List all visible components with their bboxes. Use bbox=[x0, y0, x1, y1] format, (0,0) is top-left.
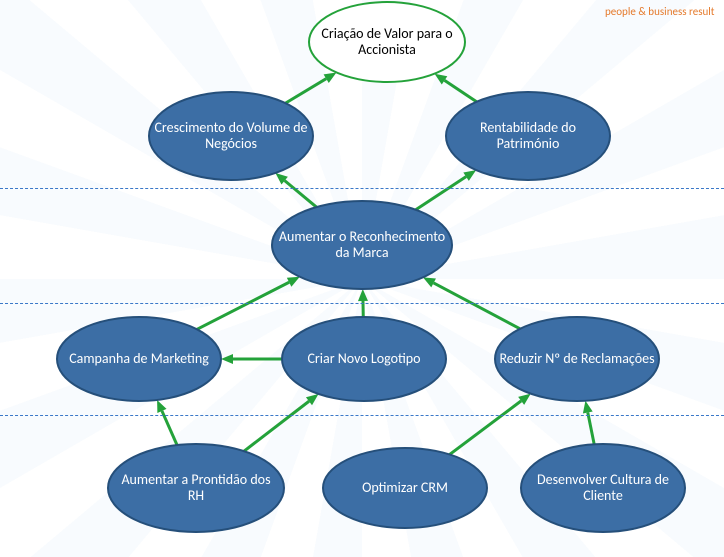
tagline-text: people & business result bbox=[605, 5, 715, 18]
node-label: Reduzir Nº de Reclamações bbox=[495, 349, 658, 369]
node-label: Criar Novo Logotipo bbox=[303, 349, 424, 369]
node-crm: Optimizar CRM bbox=[323, 448, 487, 528]
node-label: Desenvolver Cultura de Cliente bbox=[521, 470, 685, 506]
node-label: Aumentar a Prontidão dos RH bbox=[108, 470, 284, 506]
node-cultura: Desenvolver Cultura de Cliente bbox=[521, 444, 685, 532]
edge-line bbox=[588, 413, 594, 445]
section-divider bbox=[0, 188, 724, 189]
node-label: Aumentar o Reconhecimento da Marca bbox=[272, 227, 452, 263]
edge-arrowhead bbox=[358, 289, 368, 301]
node-logotipo: Criar Novo Logotipo bbox=[282, 317, 446, 401]
edge-line bbox=[450, 401, 521, 455]
node-label: Crescimento do Volume de Negócios bbox=[149, 118, 313, 154]
node-valor: Criação de Valor para o Accionista bbox=[309, 2, 465, 82]
node-marca: Aumentar o Reconhecimento da Marca bbox=[272, 201, 452, 289]
node-label: Criação de Valor para o Accionista bbox=[309, 24, 465, 60]
section-divider bbox=[0, 415, 724, 416]
section-divider bbox=[0, 303, 724, 304]
edge-arrowhead bbox=[221, 354, 233, 364]
node-reclam: Reduzir Nº de Reclamações bbox=[495, 317, 659, 401]
node-rh: Aumentar a Prontidão dos RH bbox=[108, 444, 284, 532]
edge-arrowhead bbox=[583, 401, 593, 414]
node-label: Optimizar CRM bbox=[358, 478, 452, 498]
node-label: Rentabilidade do Património bbox=[446, 118, 610, 154]
node-campanha: Campanha de Marketing bbox=[57, 317, 221, 401]
node-crescimento: Crescimento do Volume de Negócios bbox=[149, 92, 313, 180]
edge-line bbox=[162, 411, 177, 445]
node-rentab: Rentabilidade do Património bbox=[446, 92, 610, 180]
node-label: Campanha de Marketing bbox=[65, 349, 213, 369]
